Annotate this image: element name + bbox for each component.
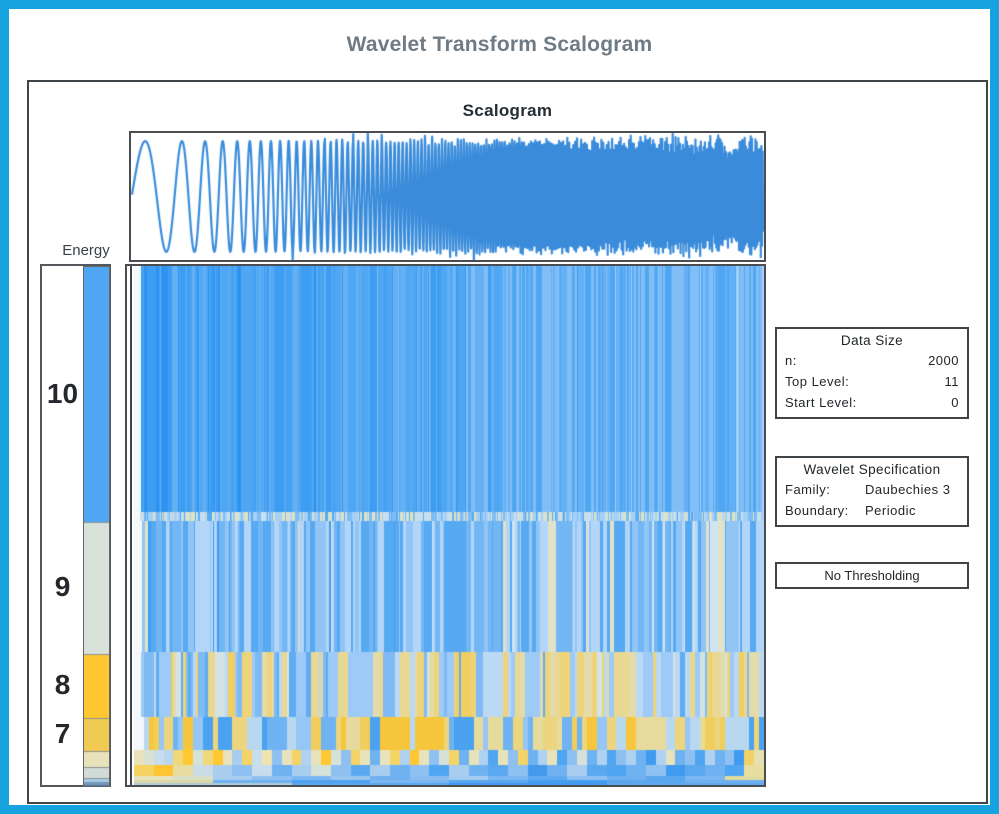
energy-axis-label: Energy xyxy=(62,242,110,259)
row-label: Start Level: xyxy=(785,395,857,410)
wavelet-spec-row-family: Family: Daubechies 3 xyxy=(785,479,959,500)
energy-tick-9: 9 xyxy=(54,570,71,602)
data-size-box: Data Size n: 2000 Top Level: 11 Start Le… xyxy=(775,327,969,419)
page-title: Wavelet Transform Scalogram xyxy=(346,33,653,56)
scalogram-panel: Scalogram Energy 10 9 8 7 Data Size n: 2… xyxy=(27,80,988,804)
energy-tick-10: 10 xyxy=(46,377,79,409)
energy-tick-7: 7 xyxy=(54,717,71,749)
row-value: 0 xyxy=(951,395,959,410)
energy-tick-8: 8 xyxy=(54,668,71,700)
thresholding-label: No Thresholding xyxy=(824,568,920,583)
row-label: n: xyxy=(785,353,797,368)
row-value: Daubechies 3 xyxy=(865,482,951,497)
energy-colorbar-canvas xyxy=(83,266,110,787)
heatmap-canvas xyxy=(134,266,764,785)
heatmap-left-axis-line xyxy=(130,266,132,785)
data-size-row-n: n: 2000 xyxy=(785,350,959,371)
row-value: Periodic xyxy=(865,503,916,518)
data-size-row-start-level: Start Level: 0 xyxy=(785,392,959,413)
data-size-row-top-level: Top Level: 11 xyxy=(785,371,959,392)
thresholding-box: No Thresholding xyxy=(775,562,969,589)
row-label: Family: xyxy=(785,482,831,497)
data-size-title: Data Size xyxy=(840,333,904,348)
energy-bar: 10 9 8 7 xyxy=(40,264,111,787)
signal-plot xyxy=(129,131,766,262)
row-label: Top Level: xyxy=(785,374,850,389)
row-label: Boundary: xyxy=(785,503,849,518)
scalogram-heatmap xyxy=(125,264,766,787)
signal-canvas xyxy=(131,133,764,260)
wavelet-spec-row-boundary: Boundary: Periodic xyxy=(785,500,959,521)
wavelet-spec-box: Wavelet Specification Family: Daubechies… xyxy=(775,456,969,527)
row-value: 11 xyxy=(944,374,959,389)
panel-title: Scalogram xyxy=(462,101,553,120)
row-value: 2000 xyxy=(928,353,959,368)
wavelet-spec-title: Wavelet Specification xyxy=(803,462,941,477)
